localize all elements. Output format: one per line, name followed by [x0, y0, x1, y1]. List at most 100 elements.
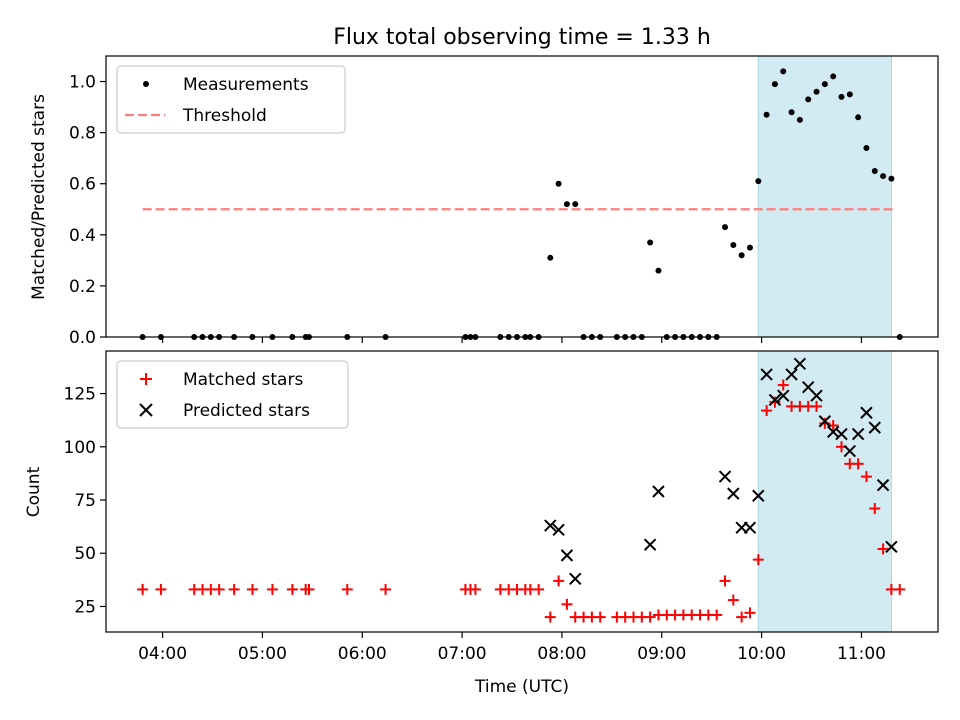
measurements-point: [830, 73, 837, 80]
matched-stars-point: [380, 583, 392, 595]
predicted-stars-point: [652, 485, 665, 498]
matched-stars-point: [266, 583, 278, 595]
bottom-highlight-span: [757, 350, 892, 633]
bottom-ytick-label: 75: [74, 491, 96, 511]
top-ytick-label: 1.0: [69, 73, 96, 93]
predicted-stars-point: [793, 357, 807, 370]
predicted-stars-point: [777, 389, 790, 402]
measurements-point: [563, 201, 570, 208]
predicted-stars-point: [851, 427, 865, 441]
matched-stars-point: [811, 400, 823, 412]
matched-stars-point: [761, 405, 773, 417]
measurements-point: [871, 167, 878, 174]
predicted-stars-point: [843, 444, 857, 458]
matched-stars-point: [894, 583, 906, 595]
measurements-point: [838, 93, 845, 100]
xtick-label: 07:00: [438, 644, 487, 664]
measurements-point: [813, 88, 820, 95]
top-panel-ylabel: Matched/Predicted stars: [29, 94, 49, 300]
predicted-stars-point: [643, 538, 657, 551]
bottom-ytick-label: 50: [74, 544, 96, 564]
matched-stars-point: [469, 583, 481, 595]
measurements-point: [771, 81, 778, 88]
matched-stars-point: [744, 607, 756, 619]
top-highlight-span: [757, 55, 892, 338]
bottom-ytick-label: 125: [64, 385, 96, 405]
bottom-ytick-label: 25: [74, 597, 96, 617]
predicted-stars-point: [876, 478, 890, 492]
matched-stars-point: [869, 503, 881, 515]
matched-stars-point: [719, 575, 731, 587]
legend-measurements-marker: [143, 81, 149, 87]
matched-stars-point: [819, 417, 831, 429]
matched-stars-point: [213, 583, 225, 595]
measurements-point: [722, 224, 729, 231]
predicted-stars-point: [544, 519, 557, 532]
predicted-stars-point: [860, 406, 873, 419]
bottom-ytick-label: 100: [64, 438, 96, 458]
bottom-axes-frame: [105, 350, 939, 633]
predicted-stars-point: [743, 521, 757, 534]
measurements-point: [555, 180, 562, 187]
matched-stars-point: [711, 609, 723, 621]
bottom-panel-ylabel: Count: [24, 466, 44, 517]
matched-stars-point: [533, 583, 545, 595]
x-axis-label: Time (UTC): [474, 677, 569, 697]
matched-stars-point: [228, 583, 240, 595]
measurements-point: [763, 111, 770, 118]
predicted-stars-point: [552, 523, 565, 537]
matched-stars-point: [852, 458, 864, 470]
top-ytick-label: 0.4: [69, 226, 96, 246]
measurements-point: [746, 244, 753, 251]
legend-label: Predicted stars: [183, 401, 310, 421]
predicted-stars-point: [560, 549, 574, 562]
matched-stars-point: [246, 583, 258, 595]
predicted-stars-point: [768, 393, 782, 407]
matched-stars-point: [644, 611, 656, 623]
legend-label: Measurements: [183, 75, 309, 95]
measurements-point: [655, 267, 662, 274]
predicted-stars-point: [885, 540, 898, 554]
predicted-stars-point: [727, 487, 740, 500]
xtick-label: 10:00: [737, 644, 786, 664]
measurements-point: [805, 96, 812, 103]
top-ytick-label: 0.6: [69, 175, 96, 195]
legend-matched-stars-marker: [140, 373, 152, 385]
measurements-point: [738, 252, 745, 259]
matched-stars-point: [752, 554, 764, 566]
xtick-label: 11:00: [837, 644, 886, 664]
measurements-point: [730, 242, 737, 249]
bottom-panel: 25 50 75 100 125 04:00 05:00 06:00 07:00 08:00 09:…: [24, 350, 939, 664]
matched-stars-point: [561, 598, 573, 610]
predicted-stars-point: [868, 421, 881, 434]
xtick-label: 09:00: [637, 644, 686, 664]
xtick-label: 06:00: [338, 644, 387, 664]
matched-stars-point: [341, 583, 353, 595]
measurements-point: [547, 254, 554, 261]
measurements-point: [647, 239, 654, 246]
measurements-point: [863, 144, 870, 151]
legend-label: Threshold: [182, 106, 267, 126]
xtick-label: 08:00: [537, 644, 586, 664]
measurements-point: [796, 116, 803, 123]
matched-stars-point: [877, 543, 889, 555]
top-axes-frame: [105, 55, 939, 338]
measurements-point: [780, 68, 787, 75]
measurements-point: [755, 178, 762, 185]
matched-stars-point: [544, 611, 556, 623]
matched-stars-point: [553, 575, 565, 587]
matched-stars-point: [155, 583, 167, 595]
top-ytick-label: 0.2: [69, 277, 96, 297]
matched-stars-point: [769, 396, 781, 408]
measurements-point: [572, 201, 579, 208]
predicted-stars-point: [818, 415, 832, 428]
top-ytick-label: 0.8: [69, 124, 96, 144]
predicted-stars-point: [810, 389, 823, 402]
measurements-point: [821, 81, 828, 88]
matched-stars-point: [286, 583, 298, 595]
top-ytick-label: 0.0: [69, 328, 96, 348]
predicted-stars-point: [752, 489, 765, 502]
matched-stars-point: [860, 471, 872, 483]
bottom-legend-box: [116, 360, 349, 429]
